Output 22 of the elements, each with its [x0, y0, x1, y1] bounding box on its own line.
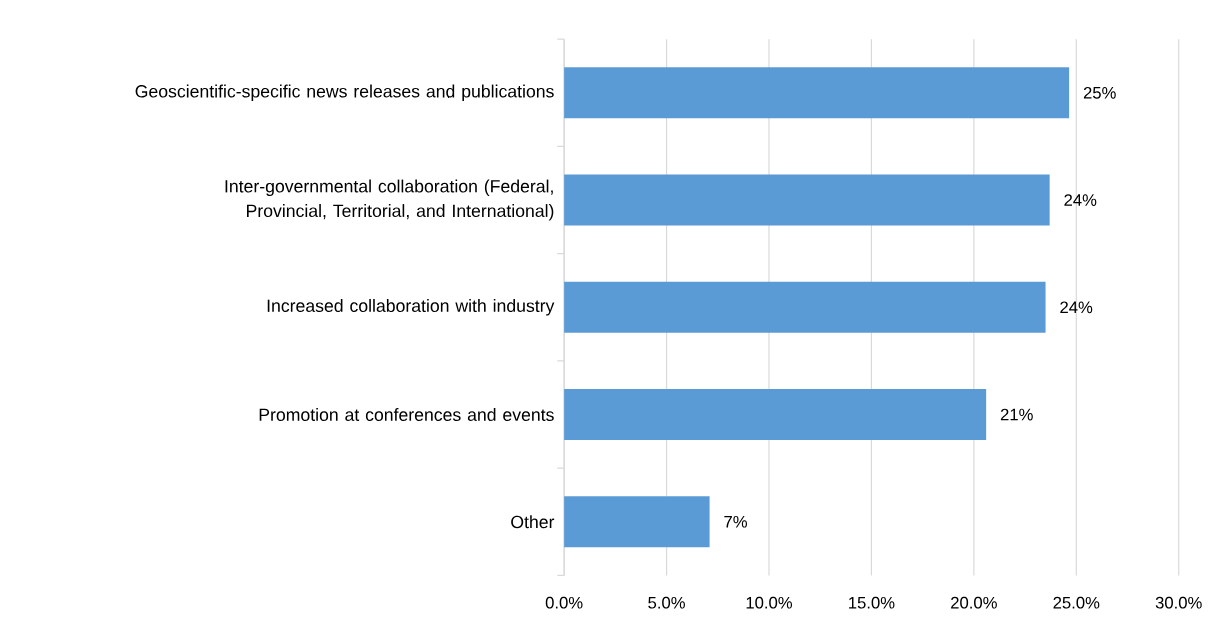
bar	[564, 282, 1046, 334]
bar	[564, 174, 1050, 226]
y-tick-label: Other	[511, 515, 555, 529]
data-label: 7%	[724, 516, 747, 528]
x-tick-label: 0.0%	[545, 597, 583, 609]
y-tick-label: Geoscientific-specific news releases and publications	[135, 84, 554, 102]
bar	[564, 496, 710, 548]
x-tick-label: 30.0%	[1155, 597, 1202, 609]
x-tick-label: 15.0%	[849, 597, 895, 609]
x-tick-label: 25.0%	[1053, 597, 1100, 609]
data-label: 24%	[1060, 301, 1093, 314]
y-tick-label: Increased collaboration with industry	[267, 299, 555, 316]
bar	[564, 67, 1070, 119]
x-tick-label: 20.0%	[951, 597, 997, 609]
data-label: 24%	[1064, 194, 1097, 207]
x-tick-label: 5.0%	[648, 597, 685, 609]
bar	[564, 389, 987, 441]
y-tick-label: Inter-governmental collaboration (Federal, Provincial, Territorial, and International)	[225, 179, 554, 221]
data-label: 21%	[1000, 408, 1033, 421]
data-label: 25%	[1083, 87, 1116, 99]
y-tick-label: Promotion at conferences and events	[259, 408, 554, 422]
x-tick-label: 10.0%	[746, 597, 793, 609]
